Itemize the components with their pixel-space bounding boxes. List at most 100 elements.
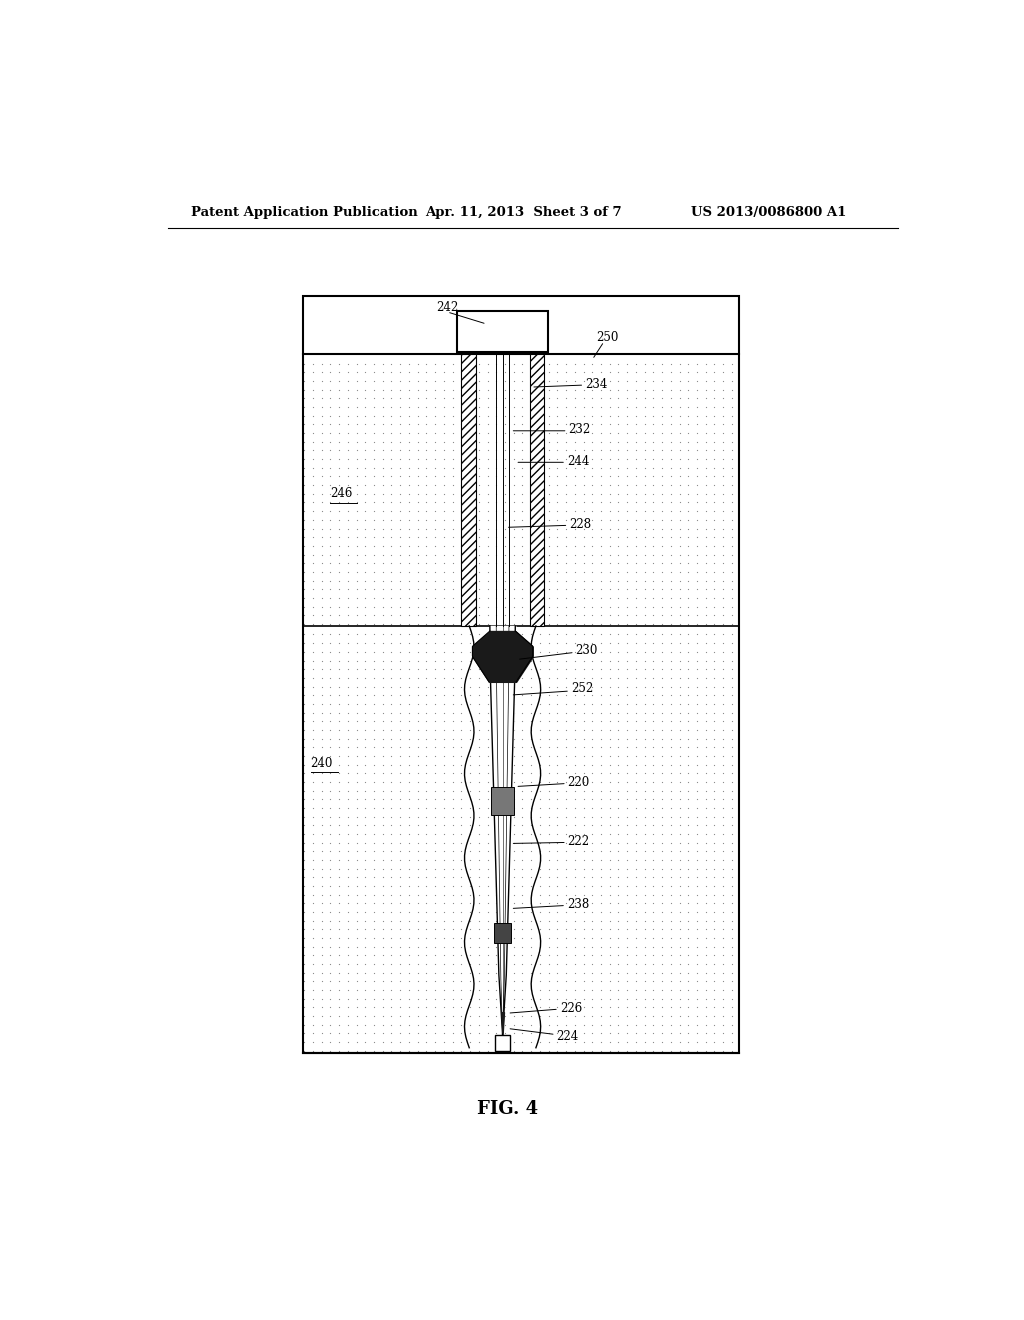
Point [523, 797, 540, 818]
Point [523, 649, 540, 671]
Point [531, 553, 548, 574]
Point [654, 1014, 671, 1035]
Point [566, 824, 583, 845]
Point [488, 354, 505, 375]
Point [357, 414, 374, 436]
Point [672, 492, 688, 513]
Point [357, 432, 374, 453]
Point [305, 449, 322, 470]
Point [400, 483, 417, 504]
Point [689, 414, 706, 436]
Point [506, 510, 522, 531]
Point [645, 605, 662, 626]
Point [313, 719, 330, 741]
Point [410, 824, 426, 845]
Point [618, 597, 635, 618]
Point [593, 597, 609, 618]
Point [383, 527, 399, 548]
Point [663, 693, 679, 714]
Point [610, 763, 627, 784]
Point [531, 1040, 548, 1061]
Point [593, 919, 609, 940]
Point [593, 737, 609, 758]
Point [715, 379, 731, 400]
Point [549, 789, 565, 810]
Point [558, 824, 574, 845]
Point [427, 440, 443, 461]
Point [313, 422, 330, 444]
Point [331, 449, 347, 470]
Point [523, 553, 540, 574]
Point [418, 432, 434, 453]
Point [523, 693, 540, 714]
Point [584, 624, 600, 645]
Point [462, 884, 478, 906]
Point [296, 729, 312, 750]
Point [558, 841, 574, 862]
Point [558, 405, 574, 426]
Point [584, 780, 600, 801]
Point [645, 737, 662, 758]
Point [637, 475, 653, 496]
Point [348, 457, 365, 478]
Point [715, 771, 731, 792]
Point [531, 928, 548, 949]
Point [628, 919, 644, 940]
Point [366, 875, 382, 896]
Point [654, 570, 671, 591]
Point [654, 911, 671, 932]
Point [296, 414, 312, 436]
Point [584, 737, 600, 758]
Point [575, 362, 592, 383]
Point [497, 649, 513, 671]
Point [497, 561, 513, 582]
Point [444, 763, 461, 784]
Point [400, 953, 417, 974]
Point [348, 668, 365, 689]
Point [672, 814, 688, 836]
Point [707, 624, 723, 645]
Point [689, 797, 706, 818]
Point [593, 388, 609, 409]
Point [296, 561, 312, 582]
Point [523, 597, 540, 618]
Point [462, 928, 478, 949]
Point [689, 953, 706, 974]
Point [375, 875, 391, 896]
Point [531, 1031, 548, 1052]
Point [497, 936, 513, 957]
Point [323, 536, 339, 557]
Point [531, 510, 548, 531]
Point [462, 561, 478, 582]
Point [618, 475, 635, 496]
Point [637, 780, 653, 801]
Point [488, 997, 505, 1018]
Point [305, 1031, 322, 1052]
Point [663, 396, 679, 417]
Point [637, 544, 653, 565]
Point [471, 850, 487, 871]
Point [348, 422, 365, 444]
Point [654, 737, 671, 758]
Point [645, 746, 662, 767]
Point [724, 875, 740, 896]
Point [549, 702, 565, 723]
Point [471, 945, 487, 966]
Point [707, 807, 723, 828]
Point [637, 668, 653, 689]
Point [689, 979, 706, 1001]
Point [584, 449, 600, 470]
Point [479, 710, 496, 731]
Point [471, 1031, 487, 1052]
Point [697, 1006, 714, 1027]
Point [444, 597, 461, 618]
Point [313, 492, 330, 513]
Point [435, 388, 452, 409]
Point [558, 911, 574, 932]
Point [471, 475, 487, 496]
Point [348, 771, 365, 792]
Point [715, 396, 731, 417]
Point [654, 536, 671, 557]
Point [375, 928, 391, 949]
Point [313, 449, 330, 470]
